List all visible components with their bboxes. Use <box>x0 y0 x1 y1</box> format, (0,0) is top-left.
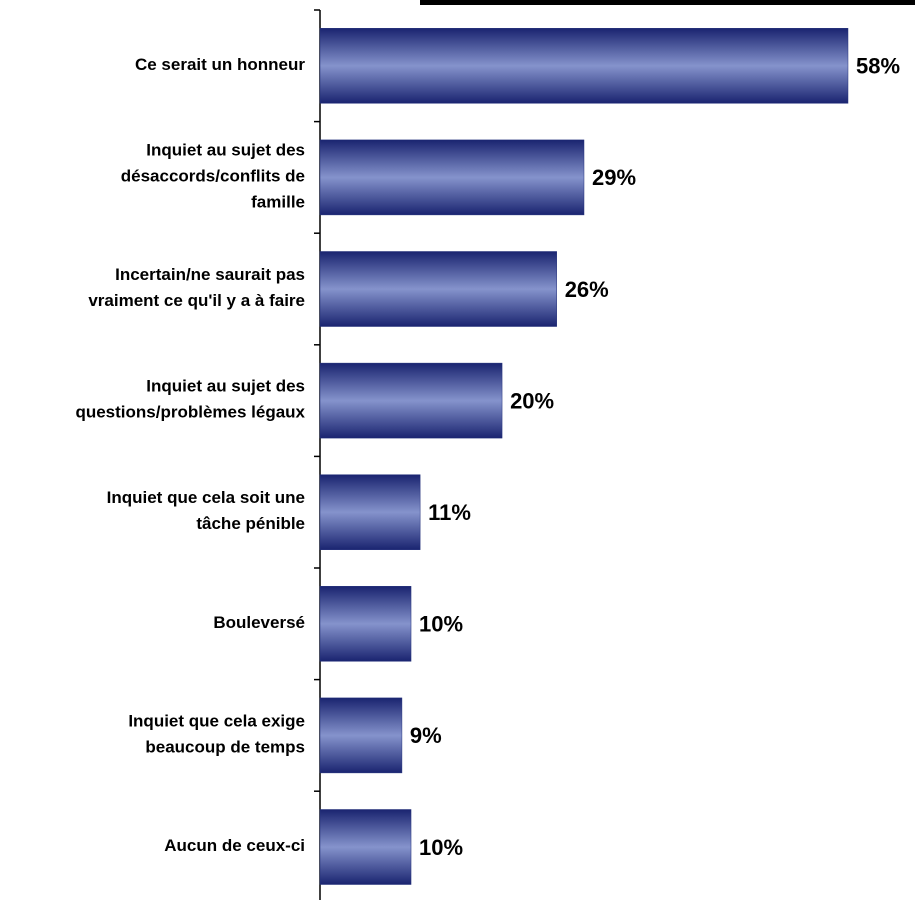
bar <box>319 28 849 104</box>
category-label: Inquiet que cela soit une tâche pénible <box>107 489 305 534</box>
category-label: Incertain/ne saurait pas vraiment ce qu'i… <box>88 265 305 310</box>
bar <box>319 809 412 885</box>
value-label: 29% <box>592 165 636 190</box>
value-label: 26% <box>565 277 609 302</box>
bar <box>319 586 412 662</box>
value-label: 10% <box>419 835 463 860</box>
bar <box>319 474 421 550</box>
value-label: 10% <box>419 612 463 637</box>
category-label: Inquiet au sujet des désaccords/conflits … <box>121 141 305 212</box>
category-label: Inquiet que cela exige beaucoup de temps <box>128 712 305 757</box>
value-label: 58% <box>856 54 900 79</box>
header-bar <box>420 0 915 5</box>
category-label: Ce serait un honneur <box>135 55 305 74</box>
bar <box>319 139 585 216</box>
category-label: Bouleversé <box>213 613 305 632</box>
bar <box>319 362 503 439</box>
value-label: 20% <box>510 388 554 413</box>
bar <box>319 251 557 327</box>
category-label: Aucun de ceux-ci <box>164 836 305 855</box>
value-label: 11% <box>428 500 471 525</box>
value-label: 9% <box>410 723 442 748</box>
category-label: Inquiet au sujet des questions/problèmes … <box>75 377 305 422</box>
bar <box>319 697 403 774</box>
